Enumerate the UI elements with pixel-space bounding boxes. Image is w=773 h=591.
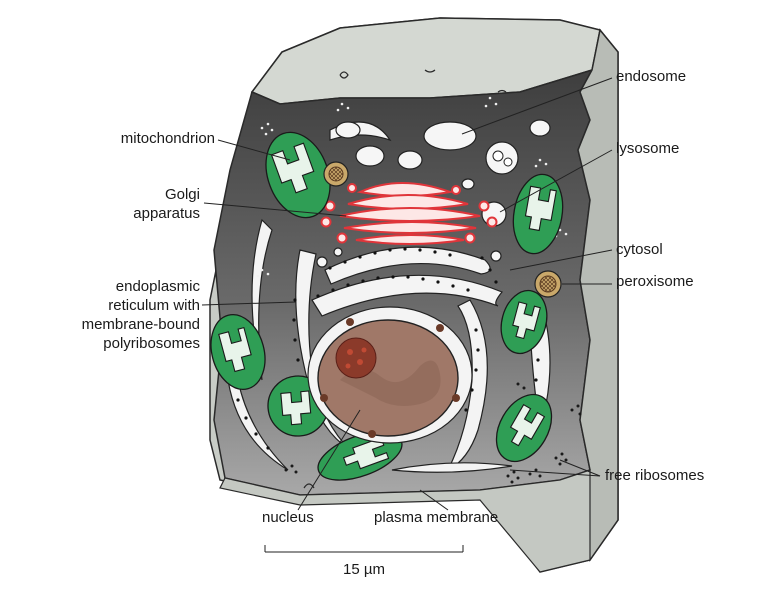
- nucleus: [307, 306, 473, 444]
- label-golgi-line2: apparatus: [133, 205, 200, 222]
- label-er-line2: reticulum with: [108, 297, 200, 314]
- endosome-inner: [492, 150, 513, 167]
- scale-bar: [264, 545, 464, 553]
- label-mitochondrion: mitochondrion: [120, 130, 215, 147]
- label-er-line1: endoplasmic: [115, 278, 200, 295]
- label-plasma-membrane: plasma membrane: [374, 509, 499, 526]
- label-nucleus: nucleus: [262, 509, 314, 526]
- label-peroxisome: peroxisome: [616, 273, 694, 290]
- label-free-ribosomes: free ribosomes: [605, 467, 705, 484]
- label-er-line3: membrane-bound: [81, 316, 200, 333]
- label-lysosome: lysosome: [616, 140, 680, 157]
- cell-body: [209, 17, 619, 573]
- label-endosome: endosome: [616, 68, 687, 85]
- label-er-line4: polyribosomes: [103, 335, 200, 352]
- free-ribosome-clusters-lower: [284, 382, 582, 484]
- mitochondria: [210, 131, 564, 481]
- label-golgi-line1: Golgi: [164, 186, 200, 203]
- peroxisomes: [323, 161, 562, 298]
- label-cytosol: cytosol: [616, 241, 663, 258]
- leader-lines: [201, 77, 613, 511]
- label-scale: 15 µm: [343, 561, 385, 578]
